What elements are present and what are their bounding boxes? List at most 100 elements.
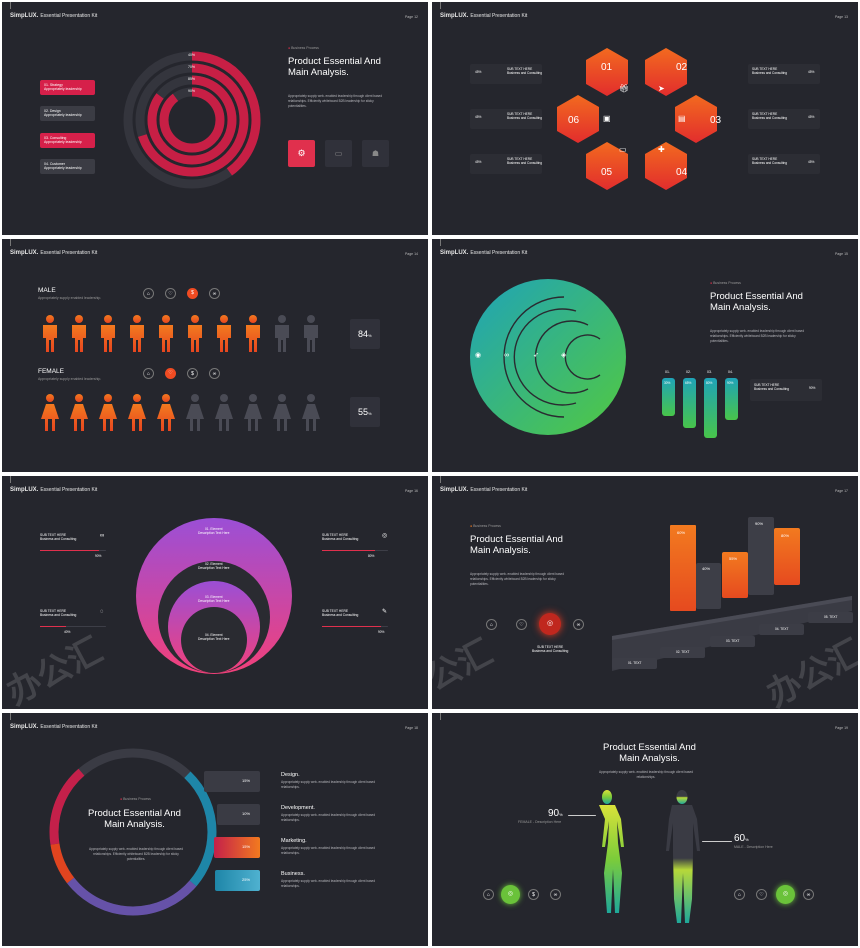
brand: SimpLUX. Essential Presentation Kit xyxy=(10,250,98,256)
male-figure xyxy=(159,315,173,352)
male-figure xyxy=(72,315,86,352)
target-icon[interactable]: ◎ xyxy=(501,885,520,904)
female-figure xyxy=(128,394,146,431)
gradient-circle-graphic xyxy=(470,279,626,435)
slide-title: Product Essential And Main Analysis. xyxy=(470,534,563,556)
bar-4-num: 04. xyxy=(728,370,733,374)
binoculars-icon[interactable]: ∞ xyxy=(550,889,561,900)
info-card-sub: SUB TEXT HERE Business and Consulting xyxy=(754,383,790,391)
gift-icon: 🎁︎ xyxy=(619,84,630,93)
bar-2-value: 40% xyxy=(702,566,711,571)
right-card-3-pct: 45% xyxy=(808,160,815,164)
row-3-text: Appropriately supply web- enabled leader… xyxy=(281,846,376,855)
item-consulting xyxy=(40,133,95,148)
male-figure xyxy=(246,315,260,352)
home-icon[interactable]: ⌂ xyxy=(486,619,497,630)
target-icon[interactable]: ◎ xyxy=(539,613,561,635)
target-icon[interactable]: ◎ xyxy=(776,885,795,904)
top-rule xyxy=(10,2,11,9)
row-2-value: 10% xyxy=(242,811,251,816)
brand: SimpLUX. Essential Presentation Kit xyxy=(10,487,98,493)
dollar-icon[interactable]: $ xyxy=(528,889,539,900)
row-bar-1 xyxy=(204,771,260,792)
brand: SimpLUX. Essential Presentation Kit xyxy=(440,13,528,19)
top-rule xyxy=(10,239,11,246)
heart-icon[interactable]: ♡ xyxy=(516,619,527,630)
nested-circles xyxy=(136,518,292,674)
male-figure xyxy=(217,315,231,352)
ring-label-3: 85% xyxy=(188,77,196,81)
slide-title: Product Essential And Main Analysis. xyxy=(288,56,381,78)
slide-tag: ● Business Process xyxy=(120,797,151,801)
element-1: 01. Element Description Text Here xyxy=(198,527,230,535)
watermark: 办公汇 xyxy=(2,629,110,709)
slide-body: Appropriately supply web- enabled leader… xyxy=(470,572,565,586)
slide-4[interactable]: SimpLUX. Essential Presentation Kit Page … xyxy=(432,239,858,472)
slide-3[interactable]: SimpLUX. Essential Presentation Kit Page … xyxy=(2,239,428,472)
row-4-heading: Business. xyxy=(281,871,305,877)
puzzle-icon: ✚ xyxy=(658,145,665,154)
slide-2[interactable]: SimpLUX. Essential Presentation Kit Page … xyxy=(432,2,858,235)
center-sub: SUB TEXT HERE Business and Consulting xyxy=(532,645,569,653)
dollar-icon: $ xyxy=(187,368,198,379)
male-heading: MALE xyxy=(38,287,56,294)
bar-3 xyxy=(704,378,717,438)
female-figure xyxy=(157,394,175,431)
male-figure xyxy=(43,315,57,352)
wallet-icon[interactable]: ▭ xyxy=(325,140,352,167)
users-icon[interactable]: ☗ xyxy=(362,140,389,167)
bar-3 xyxy=(722,552,748,598)
page-number: Page 14 xyxy=(404,252,418,256)
slide-5[interactable]: SimpLUX. Essential Presentation Kit Page … xyxy=(2,476,428,709)
gear-icon[interactable]: ⚙ xyxy=(288,140,315,167)
binoculars-icon[interactable]: ∞ xyxy=(803,889,814,900)
right-card-3-sub: SUB TEXT HERE Business and Consulting xyxy=(752,157,788,165)
female-pointer xyxy=(568,815,596,816)
row-1-text: Appropriately supply web- enabled leader… xyxy=(281,780,376,789)
brand: SimpLUX. Essential Presentation Kit xyxy=(440,250,528,256)
step-3-label: 03. TEXT xyxy=(726,639,740,643)
item-1-label: 01. Strategy Appropriately leadership xyxy=(44,83,82,92)
heart-icon[interactable]: ♡ xyxy=(756,889,767,900)
left-card-3-pct: 45% xyxy=(475,160,482,164)
slide-8[interactable]: Page 19 Product Essential And Main Analys… xyxy=(432,713,858,946)
left-card-2-sub: SUB TEXT HERE Business and Consulting xyxy=(507,112,543,120)
page-number: Page 18 xyxy=(404,726,418,730)
page-number: Page 13 xyxy=(834,15,848,19)
row-2-text: Appropriately supply web- enabled leader… xyxy=(281,813,376,822)
top-rule xyxy=(440,713,441,720)
element-3: 03. Element Description Text Here xyxy=(198,595,230,603)
binoculars-icon[interactable]: ∞ xyxy=(573,619,584,630)
bar-5 xyxy=(774,528,800,585)
right-value-1: 80% xyxy=(368,554,375,558)
left-card-1-pct: 45% xyxy=(475,70,482,74)
step-5-label: 05. TEXT xyxy=(824,615,838,619)
slide-body: Appropriately supply web- enabled leader… xyxy=(88,847,184,861)
female-percent-box xyxy=(350,397,380,427)
slide-7[interactable]: SimpLUX. Essential Presentation Kit Page … xyxy=(2,713,428,946)
heart-icon: ♡ xyxy=(165,368,176,379)
bar-3-num: 03. xyxy=(707,370,712,374)
home-icon[interactable]: ⌂ xyxy=(734,889,745,900)
hex-num-6: 06 xyxy=(568,115,580,126)
male-label: MALE - Description Here xyxy=(734,845,773,849)
database-icon: ◎ xyxy=(382,533,388,539)
hexagon-cluster xyxy=(557,48,717,190)
top-rule xyxy=(440,2,441,9)
hex-num-4: 04 xyxy=(676,167,688,178)
row-4-value: 25% xyxy=(242,877,251,882)
watermark: 办公汇 xyxy=(432,631,500,709)
item-design xyxy=(40,106,95,121)
binoculars-icon: ∞ xyxy=(100,533,105,539)
slide-1[interactable]: SimpLUX. Essential Presentation Kit Page … xyxy=(2,2,428,235)
slide-6[interactable]: SimpLUX. Essential Presentation Kit Page … xyxy=(432,476,858,709)
right-card-3 xyxy=(748,154,820,174)
brand: SimpLUX. Essential Presentation Kit xyxy=(10,724,98,730)
home-icon[interactable]: ⌂ xyxy=(483,889,494,900)
body-figures xyxy=(599,790,700,923)
female-figure xyxy=(70,394,88,431)
step-5 xyxy=(808,612,853,623)
bar-2 xyxy=(683,378,696,428)
female-figure xyxy=(186,394,204,431)
item-4-label: 04. Customer Appropriately leadership xyxy=(44,162,82,171)
